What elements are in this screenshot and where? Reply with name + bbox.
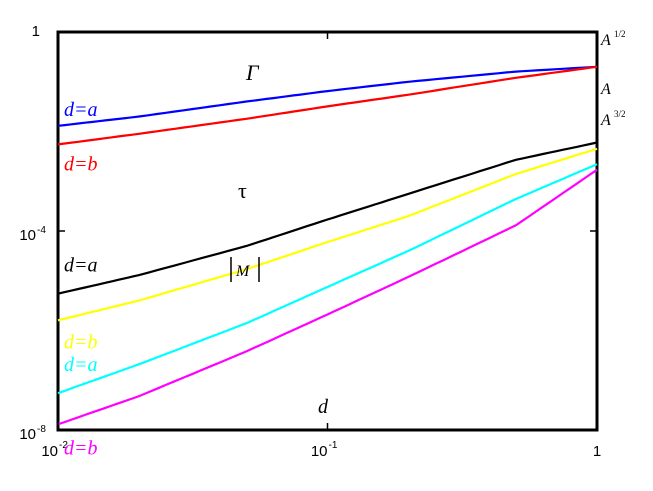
right-label-r1: A 1/2 bbox=[600, 29, 626, 49]
m-curve-label: M bbox=[235, 263, 251, 280]
series-label-tau_b: d=b bbox=[64, 331, 98, 353]
series-label-m_b: d=b bbox=[64, 437, 98, 459]
series-line-tau_a bbox=[57, 141, 598, 295]
plot-frame bbox=[56, 30, 599, 432]
series-layer bbox=[57, 65, 598, 426]
y-tick-label-exp: -8 bbox=[37, 424, 46, 435]
series-line-gamma_a bbox=[57, 65, 598, 127]
y-tick-label: 10 -8 bbox=[19, 424, 46, 443]
x-tick-label: 10 -2 bbox=[41, 440, 68, 460]
right-label-r3: A 3/2 bbox=[600, 109, 626, 129]
x-tick-label: 10 -1 bbox=[311, 440, 338, 460]
series-line-m_a bbox=[57, 163, 598, 395]
y-tick-label-base: 10 bbox=[19, 426, 36, 443]
series-line-m_b bbox=[57, 168, 598, 426]
ticks-layer: 10 -2 10 -1 110 -810 -41 bbox=[19, 23, 601, 460]
series-label-tau_a: d=a bbox=[64, 255, 98, 277]
y-tick-label-base: 1 bbox=[32, 23, 40, 40]
y-tick-label-base: 10 bbox=[19, 227, 36, 244]
y-tick-label: 10 -4 bbox=[19, 225, 46, 244]
right-label-r2: A bbox=[600, 81, 611, 98]
x-axis-label: d bbox=[318, 396, 329, 418]
series-label-gamma_a: d=a bbox=[64, 99, 98, 121]
x-tick-label: 1 bbox=[593, 443, 601, 460]
y-tick-label-exp: -4 bbox=[37, 225, 46, 236]
x-tick-label-exp: -1 bbox=[329, 440, 338, 451]
right-label-base: A bbox=[600, 112, 611, 129]
right-label-exp: 1/2 bbox=[614, 29, 626, 39]
right-label-exp: 3/2 bbox=[614, 109, 626, 119]
m-abs-label: M bbox=[230, 257, 260, 282]
series-label-gamma_b: d=b bbox=[64, 153, 98, 175]
x-tick-label-base: 10 bbox=[311, 443, 328, 460]
x-tick-label-base: 10 bbox=[41, 443, 58, 460]
labels-layer: d=ad=bd=ad=bd=ad=bA 1/2AA 3/2 bbox=[64, 29, 626, 459]
series-line-gamma_b bbox=[57, 65, 598, 146]
right-label-base: A bbox=[600, 32, 611, 49]
series-label-m_a: d=a bbox=[64, 354, 98, 376]
x-tick-label-base: 1 bbox=[593, 443, 601, 460]
right-label-base: A bbox=[600, 81, 611, 98]
tau-curve-label: τ bbox=[238, 178, 247, 203]
y-tick-label: 1 bbox=[32, 23, 40, 40]
series-line-tau_b bbox=[57, 147, 598, 322]
gamma-curve-label: Γ bbox=[245, 60, 260, 85]
x-tick-label-exp: -2 bbox=[59, 440, 68, 451]
